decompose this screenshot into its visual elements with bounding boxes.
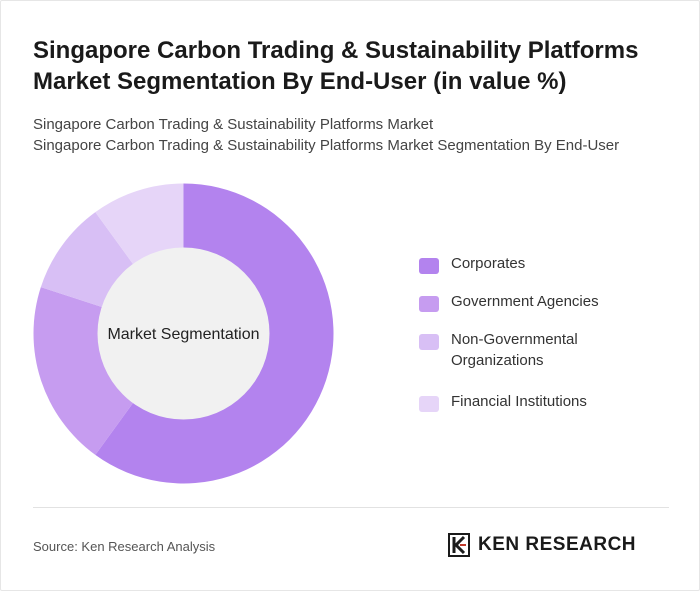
donut-hole bbox=[97, 247, 270, 420]
donut-center-label: Market Segmentation bbox=[107, 326, 259, 343]
source-note: Source: Ken Research Analysis bbox=[33, 539, 216, 554]
legend-label: Non-Governmental Organizations bbox=[451, 331, 578, 369]
legend-item-non-governmental-organizations: Non-Governmental Organizations bbox=[419, 329, 679, 371]
legend-item-government-agencies: Government Agencies bbox=[419, 291, 679, 312]
legend-swatch bbox=[419, 334, 439, 350]
legend-item-corporates: Corporates bbox=[419, 253, 679, 274]
legend-label: Financial Institutions bbox=[451, 393, 587, 410]
legend-item-financial-institutions: Financial Institutions bbox=[419, 391, 679, 412]
legend-label: Government Agencies bbox=[451, 293, 599, 310]
ken-research-logo-icon bbox=[448, 533, 470, 557]
donut-chart: Market Segmentation bbox=[33, 183, 334, 484]
chart-subtitle: Singapore Carbon Trading & Sustainabilit… bbox=[33, 114, 673, 156]
chart-title: Singapore Carbon Trading & Sustainabilit… bbox=[33, 37, 639, 95]
footer-divider bbox=[33, 507, 669, 508]
legend-swatch bbox=[419, 396, 439, 412]
subtitle-line-2: Singapore Carbon Trading & Sustainabilit… bbox=[33, 137, 620, 154]
brand-name: KEN RESEARCH bbox=[478, 534, 637, 555]
legend-swatch bbox=[419, 296, 439, 312]
brand-logo: KEN RESEARCH bbox=[448, 532, 636, 558]
legend-swatch bbox=[419, 258, 439, 274]
subtitle-line-1: Singapore Carbon Trading & Sustainabilit… bbox=[33, 116, 434, 133]
legend-label: Corporates bbox=[451, 255, 526, 272]
